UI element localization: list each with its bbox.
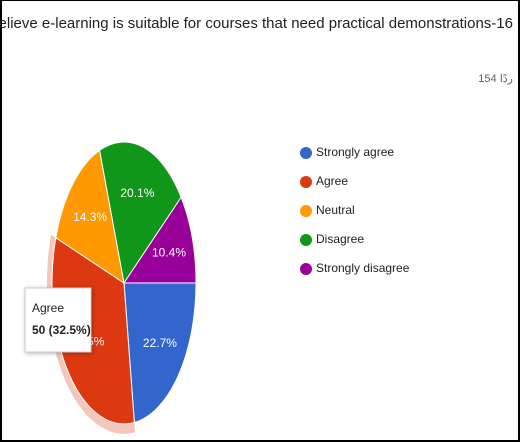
slice-label: 20.1% xyxy=(120,186,154,200)
slice xyxy=(99,141,182,285)
legend-marker xyxy=(300,176,312,188)
slice xyxy=(51,236,135,425)
legend-label: Disagree xyxy=(316,232,364,246)
legend-marker xyxy=(300,234,312,246)
tooltip: Agree 50 (32.5%) xyxy=(24,287,92,353)
legend-label: Strongly agree xyxy=(316,145,394,159)
slice-label: 22.7% xyxy=(143,336,177,350)
response-count: 154 ردًا xyxy=(478,73,513,85)
legend-marker xyxy=(300,263,312,275)
tooltip-value: 50 (32.5%) xyxy=(32,323,91,337)
tooltip-name: Agree xyxy=(32,301,64,315)
tooltip-box xyxy=(24,287,92,353)
legend-marker xyxy=(300,205,312,217)
legend-label: Strongly disagree xyxy=(316,261,410,275)
legend-label: Agree xyxy=(316,174,348,188)
slice xyxy=(123,196,197,284)
slice-label: 10.4% xyxy=(152,245,186,259)
legend-label: Neutral xyxy=(316,203,355,217)
legend-marker xyxy=(300,147,312,159)
slice xyxy=(55,149,125,285)
slice-label: 14.3% xyxy=(73,210,107,224)
legend: Strongly agree Agree Neutral Disagree Strong… xyxy=(300,145,410,275)
question-title: .I don't believe e-learning is suitable … xyxy=(0,15,513,32)
slice xyxy=(123,282,197,424)
